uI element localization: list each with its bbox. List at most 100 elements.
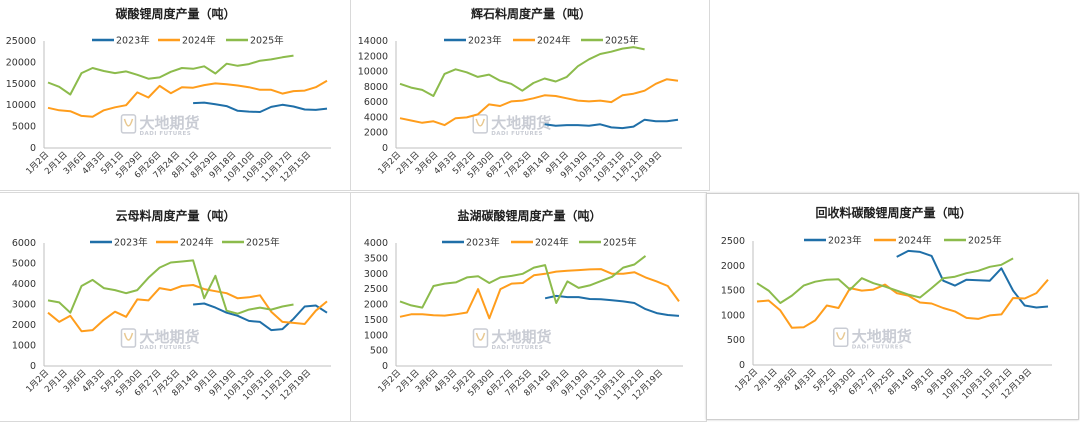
watermark-cn: 大地期货 — [139, 328, 199, 346]
legend-item[interactable]: 2023年 — [444, 35, 502, 47]
watermark-cn: 大地期货 — [852, 327, 912, 345]
y-tick-label: 5000 — [12, 122, 36, 133]
legend-item[interactable]: 2024年 — [874, 235, 932, 247]
legend-label: 2023年 — [468, 35, 502, 47]
y-tick-label: 6000 — [12, 238, 36, 249]
y-tick-label: 0 — [739, 360, 745, 371]
legend-item[interactable]: 2025年 — [944, 235, 1002, 247]
y-tick-label: 1000 — [721, 310, 745, 321]
legend-label: 2023年 — [116, 35, 150, 47]
y-tick-label: 3500 — [364, 253, 388, 264]
y-tick-label: 15000 — [6, 79, 36, 90]
legend-item[interactable]: 2025年 — [226, 35, 284, 47]
chart-recycled-weekly-output: 回收料碳酸锂周度产量（吨） 大地期货 DADI FUTURES 0 500 1000 150… — [706, 193, 1079, 420]
series-line-2024 — [756, 279, 1049, 329]
y-tick-label: 500 — [727, 335, 745, 346]
watermark-en: DADI FUTURES — [139, 131, 191, 137]
legend-item[interactable]: 2023年 — [90, 237, 148, 249]
y-tick-label: 1500 — [721, 286, 745, 297]
legend-item[interactable]: 2023年 — [442, 237, 500, 249]
y-tick-label: 2000 — [364, 128, 388, 139]
y-tick-label: 25000 — [6, 36, 36, 47]
y-tick-label: 20000 — [6, 57, 36, 68]
chart-lithium-carbonate-weekly-output: 碳酸锂周度产量（吨） 大地期货 DADI FUTURES 0 5000 10000 1500… — [0, 0, 351, 191]
legend-label: 2025年 — [605, 35, 639, 47]
watermark-en: DADI FUTURES — [491, 345, 543, 351]
legend-label: 2024年 — [182, 35, 216, 47]
legend-item[interactable]: 2024年 — [156, 237, 214, 249]
y-tick-label: 6000 — [364, 97, 388, 108]
chart-title: 辉石料周度产量（吨） — [471, 6, 591, 21]
legend-item[interactable]: 2025年 — [222, 237, 280, 249]
y-tick-label: 5000 — [12, 259, 36, 270]
chart-lepidolite-weekly-output: 云母料周度产量（吨） 大地期货 DADI FUTURES 0 1000 2000 3000 4… — [0, 192, 351, 422]
legend-item[interactable]: 2023年 — [92, 35, 150, 47]
series-line-2025 — [399, 255, 647, 309]
watermark-en: DADI FUTURES — [852, 344, 904, 350]
y-tick-label: 3000 — [12, 300, 36, 311]
watermark-cn: 大地期货 — [491, 114, 551, 132]
watermark-cn: 大地期货 — [139, 114, 199, 132]
legend-label: 2024年 — [898, 235, 932, 247]
y-tick-label: 3000 — [364, 269, 388, 280]
series-line-2025 — [47, 54, 294, 96]
y-tick-label: 1500 — [364, 315, 388, 326]
chart-title: 回收料碳酸锂周度产量（吨） — [815, 205, 971, 220]
series-line-2023 — [544, 118, 679, 130]
legend-label: 2024年 — [180, 237, 214, 249]
watermark-cn: 大地期货 — [491, 328, 551, 346]
legend-item[interactable]: 2024年 — [513, 35, 571, 47]
series-line-2024 — [47, 79, 328, 118]
legend-item[interactable]: 2025年 — [579, 237, 637, 249]
y-tick-label: 2000 — [721, 261, 745, 272]
series-line-2024 — [47, 284, 328, 333]
series-line-2024 — [399, 268, 680, 320]
y-tick-label: 10000 — [6, 100, 36, 111]
legend-label: 2025年 — [968, 235, 1002, 247]
legend-label: 2023年 — [114, 237, 148, 249]
legend-label: 2025年 — [250, 35, 284, 47]
legend-label: 2024年 — [537, 35, 571, 47]
y-tick-label: 0 — [382, 143, 388, 154]
y-tick-label: 1000 — [364, 330, 388, 341]
legend-item[interactable]: 2024年 — [158, 35, 216, 47]
y-tick-label: 2500 — [721, 236, 745, 247]
y-tick-label: 12000 — [358, 51, 388, 62]
y-tick-label: 8000 — [364, 82, 388, 93]
y-tick-label: 0 — [382, 361, 388, 372]
legend-label: 2023年 — [828, 235, 862, 247]
y-tick-label: 2000 — [12, 320, 36, 331]
series-line-2025 — [756, 257, 1014, 304]
legend-label: 2023年 — [466, 237, 500, 249]
chart-title: 云母料周度产量（吨） — [115, 208, 235, 223]
y-tick-label: 14000 — [358, 36, 388, 47]
chart-salt-lake-weekly-output: 盐湖碳酸锂周度产量（吨） 大地期货 DADI FUTURES 0 500 1000 1500… — [350, 192, 707, 422]
series-line-2023 — [896, 249, 1049, 309]
legend-item[interactable]: 2025年 — [581, 35, 639, 47]
series-line-2025 — [47, 259, 294, 315]
series-line-2023 — [193, 101, 328, 113]
watermark-en: DADI FUTURES — [491, 131, 543, 137]
legend-label: 2025年 — [603, 237, 637, 249]
legend-label: 2024年 — [535, 237, 569, 249]
chart-spodumene-weekly-output: 辉石料周度产量（吨） 大地期货 DADI FUTURES 0 2000 4000 6000 8… — [350, 0, 710, 191]
series-line-2024 — [399, 78, 679, 127]
y-tick-label: 1000 — [12, 341, 36, 352]
y-tick-label: 0 — [30, 361, 36, 372]
legend-label: 2025年 — [246, 237, 280, 249]
legend-item[interactable]: 2024年 — [511, 237, 569, 249]
legend-item[interactable]: 2023年 — [804, 235, 862, 247]
y-tick-label: 4000 — [364, 238, 388, 249]
series-line-2023 — [544, 294, 680, 317]
chart-title: 碳酸锂周度产量（吨） — [115, 6, 235, 21]
